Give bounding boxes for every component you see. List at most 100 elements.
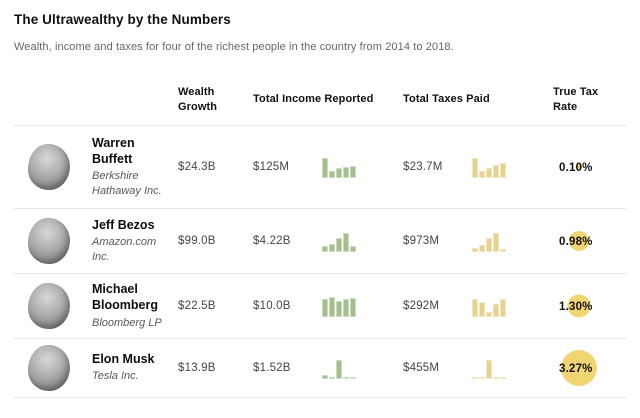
taxes-sparkline-chart bbox=[472, 230, 553, 252]
person-company: Bloomberg LP bbox=[92, 316, 162, 329]
spark-bar bbox=[343, 166, 349, 178]
spark-bar bbox=[500, 162, 506, 178]
portrait-cell bbox=[14, 344, 92, 391]
spark-bar bbox=[329, 376, 335, 379]
spark-bar bbox=[350, 165, 356, 178]
true-tax-rate-value: 3.27% bbox=[559, 362, 593, 375]
wealth-growth-value: $24.3B bbox=[178, 160, 216, 173]
spark-bar bbox=[350, 297, 356, 317]
tax-rate-bubble bbox=[568, 230, 589, 251]
column-header-total-income: Total Income Reported bbox=[253, 93, 374, 106]
portrait-cell bbox=[14, 217, 92, 264]
spark-bar bbox=[336, 237, 342, 252]
portrait-photo bbox=[28, 344, 70, 391]
spark-bar bbox=[336, 300, 342, 317]
ultrawealthy-table: Wealth Growth Total Income Reported Tota… bbox=[14, 79, 626, 398]
income-sparkline-chart bbox=[322, 230, 403, 252]
column-header-wealth-growth: Wealth Growth bbox=[178, 86, 218, 113]
tax-rate-bubble bbox=[560, 349, 597, 386]
table-row-buffett: Warren Buffett Berkshire Hathaway Inc. $… bbox=[14, 126, 626, 209]
spark-bar bbox=[343, 376, 349, 379]
spark-bar bbox=[336, 359, 342, 379]
total-taxes-value: $23.7M bbox=[403, 160, 443, 173]
spark-bar bbox=[472, 247, 478, 252]
spark-bar bbox=[486, 359, 492, 379]
person-name: Elon Musk bbox=[92, 352, 155, 367]
spark-bar bbox=[500, 376, 506, 379]
total-taxes-value: $973M bbox=[403, 234, 440, 247]
spark-bar bbox=[486, 237, 492, 252]
person-company: Berkshire Hathaway Inc. bbox=[92, 170, 162, 197]
tax-rate-bubble bbox=[567, 294, 591, 318]
wealth-growth-value: $99.0B bbox=[178, 234, 216, 247]
spark-bar bbox=[329, 170, 335, 178]
true-tax-rate-value: 0.10% bbox=[559, 161, 593, 174]
spark-bar bbox=[479, 301, 485, 317]
total-taxes-value: $292M bbox=[403, 299, 440, 312]
taxes-sparkline-chart bbox=[472, 357, 553, 379]
column-header-true-tax-rate: True Tax Rate bbox=[553, 86, 599, 113]
total-income-value: $10.0B bbox=[253, 299, 291, 312]
spark-bar bbox=[479, 376, 485, 379]
person-company: Amazon.com Inc. bbox=[92, 235, 157, 263]
spark-bar bbox=[343, 298, 349, 317]
true-tax-rate-cell: 3.27% bbox=[553, 349, 626, 386]
person-cell: Warren Buffett Berkshire Hathaway Inc. bbox=[92, 135, 178, 199]
spark-bar bbox=[322, 374, 328, 379]
spark-bar bbox=[322, 298, 328, 317]
portrait-cell bbox=[14, 143, 92, 190]
ultrawealthy-infographic: The Ultrawealthy by the Numbers Wealth, … bbox=[14, 12, 626, 398]
total-income-value: $4.22B bbox=[253, 234, 291, 247]
income-sparkline-chart bbox=[322, 295, 403, 317]
table-row-bloomberg: Michael Bloomberg Bloomberg LP $22.5B $1… bbox=[14, 274, 626, 339]
spark-bar bbox=[479, 170, 485, 178]
total-income-value: $125M bbox=[253, 160, 290, 173]
spark-bar bbox=[479, 244, 485, 252]
wealth-growth-value: $13.9B bbox=[178, 361, 216, 374]
spark-bar bbox=[500, 248, 506, 252]
column-header-total-taxes: Total Taxes Paid bbox=[403, 93, 490, 106]
spark-bar bbox=[336, 167, 342, 178]
true-tax-rate-value: 0.98% bbox=[559, 235, 593, 248]
portrait-photo bbox=[28, 217, 70, 264]
taxes-sparkline-chart bbox=[472, 295, 553, 317]
person-cell: Michael Bloomberg Bloomberg LP bbox=[92, 281, 178, 330]
true-tax-rate-value: 1.30% bbox=[559, 300, 593, 313]
spark-bar bbox=[322, 245, 328, 252]
true-tax-rate-cell: 0.98% bbox=[553, 230, 626, 251]
page-title: The Ultrawealthy by the Numbers bbox=[14, 12, 231, 27]
true-tax-rate-cell: 0.10% bbox=[553, 157, 626, 177]
spark-bar bbox=[329, 243, 335, 252]
wealth-growth-value: $22.5B bbox=[178, 299, 216, 312]
spark-bar bbox=[329, 296, 335, 317]
total-income-value: $1.52B bbox=[253, 361, 291, 374]
spark-bar bbox=[493, 232, 499, 252]
person-cell: Elon Musk Tesla Inc. bbox=[92, 351, 178, 384]
person-cell: Jeff Bezos Amazon.com Inc. bbox=[92, 217, 178, 265]
spark-bar bbox=[493, 303, 499, 317]
portrait-photo bbox=[28, 282, 70, 329]
true-tax-rate-cell: 1.30% bbox=[553, 294, 626, 318]
spark-bar bbox=[500, 298, 506, 317]
person-name: Jeff Bezos bbox=[92, 217, 155, 232]
page-subtitle: Wealth, income and taxes for four of the… bbox=[14, 41, 454, 53]
portrait-photo bbox=[28, 143, 70, 190]
person-name: Warren Buffett bbox=[92, 135, 135, 166]
spark-bar bbox=[472, 157, 478, 178]
spark-bar bbox=[472, 298, 478, 317]
taxes-sparkline-chart bbox=[472, 156, 553, 178]
table-row-bezos: Jeff Bezos Amazon.com Inc. $99.0B $4.22B… bbox=[14, 209, 626, 274]
spark-bar bbox=[486, 311, 492, 317]
spark-bar bbox=[472, 376, 478, 379]
spark-bar bbox=[350, 245, 356, 252]
table-row-musk: Elon Musk Tesla Inc. $13.9B $1.52B $455M… bbox=[14, 339, 626, 398]
portrait-cell bbox=[14, 282, 92, 329]
tax-rate-bubble bbox=[575, 163, 582, 170]
person-name: Michael Bloomberg bbox=[92, 282, 158, 313]
spark-bar bbox=[343, 232, 349, 252]
spark-bar bbox=[322, 157, 328, 178]
total-taxes-value: $455M bbox=[403, 361, 440, 374]
spark-bar bbox=[486, 167, 492, 178]
income-sparkline-chart bbox=[322, 357, 403, 379]
person-company: Tesla Inc. bbox=[92, 370, 139, 383]
